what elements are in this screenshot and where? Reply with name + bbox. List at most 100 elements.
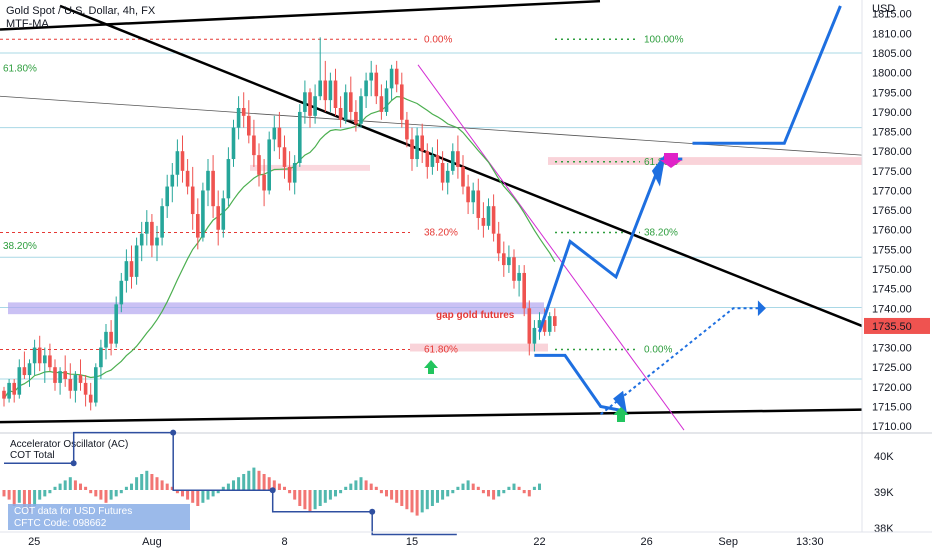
ac-bar xyxy=(119,490,123,494)
ac-bar xyxy=(267,477,271,490)
candle xyxy=(287,166,292,183)
fib-label-green-100: 100.00% xyxy=(644,34,684,45)
candle xyxy=(379,96,384,112)
candle xyxy=(394,68,399,85)
candle xyxy=(58,371,62,383)
ac-bar xyxy=(492,490,496,500)
candle xyxy=(99,347,103,368)
ac-bar xyxy=(390,490,394,500)
ac-bar xyxy=(216,490,220,494)
ac-bar xyxy=(7,490,11,500)
candle xyxy=(338,108,343,120)
candle xyxy=(389,68,394,89)
cot-point xyxy=(369,508,376,515)
ac-bar xyxy=(359,477,363,490)
candle xyxy=(206,170,210,191)
candle xyxy=(165,186,169,207)
ac-bar xyxy=(410,490,414,513)
fib-label-red-0: 0.00% xyxy=(424,34,452,45)
fib-label-green-0: 0.00% xyxy=(644,345,672,356)
candle xyxy=(333,80,338,108)
ac-bar xyxy=(461,483,465,490)
candle xyxy=(292,162,297,183)
candle xyxy=(196,214,200,238)
candle xyxy=(298,111,302,163)
y-tick-label: 1760.00 xyxy=(872,225,912,237)
candle xyxy=(73,375,78,391)
candle xyxy=(308,92,312,116)
candle xyxy=(185,170,190,187)
ac-bar xyxy=(63,480,67,490)
candle xyxy=(527,308,532,344)
ac-bar xyxy=(293,490,297,500)
ac-bar xyxy=(196,490,200,506)
green-up-arrow-left xyxy=(424,360,438,374)
candle xyxy=(134,245,139,277)
candle xyxy=(517,272,521,281)
candle xyxy=(104,331,108,348)
ac-bar xyxy=(104,490,108,503)
fib-label-left-382: 38.20% xyxy=(3,241,37,252)
candle xyxy=(415,135,419,160)
chart-title: Gold Spot / U.S. Dollar, 4h, FX xyxy=(6,5,156,17)
ac-bar xyxy=(262,474,266,490)
cot-note-line1: COT data for USD Futures xyxy=(14,506,132,517)
ac-bar xyxy=(33,490,37,506)
candle xyxy=(512,257,516,281)
descending-trend-line xyxy=(59,4,863,328)
x-tick-label: 8 xyxy=(281,536,287,548)
osc-tick-label: 39K xyxy=(874,487,894,499)
ac-bar xyxy=(532,486,536,490)
candle xyxy=(12,382,16,395)
arrow-head-down xyxy=(613,390,628,415)
candle xyxy=(247,115,251,136)
ac-bar xyxy=(43,490,47,497)
ac-bar xyxy=(364,480,368,490)
candle xyxy=(231,127,236,160)
ac-bar xyxy=(425,490,429,510)
candle xyxy=(451,151,455,171)
projection-path-down xyxy=(534,353,622,412)
ac-bar xyxy=(181,490,184,497)
candle xyxy=(445,170,450,183)
indicator-label: MTF-MA xyxy=(6,18,49,30)
x-tick-label: 25 xyxy=(28,536,40,548)
candle xyxy=(211,170,215,207)
last-price-label: 1735.50 xyxy=(872,321,912,333)
ac-bar xyxy=(481,490,485,494)
y-tick-label: 1710.00 xyxy=(872,421,912,433)
candle xyxy=(145,221,149,234)
candle xyxy=(139,233,144,246)
candle xyxy=(461,166,465,187)
ac-bar xyxy=(89,490,93,494)
ac-bar xyxy=(430,490,434,506)
ac-bar xyxy=(395,490,399,503)
candle xyxy=(68,378,73,391)
candle xyxy=(48,355,52,368)
gap-label: gap gold futures xyxy=(436,310,515,321)
ac-bar xyxy=(22,490,26,510)
ac-bar xyxy=(288,490,292,494)
y-tick-label: 1780.00 xyxy=(872,146,912,158)
ac-bar xyxy=(502,490,506,494)
ac-bar xyxy=(247,470,251,490)
candle xyxy=(364,80,368,97)
candle xyxy=(63,371,67,379)
cot-line xyxy=(4,431,457,536)
candle xyxy=(114,304,118,344)
ac-bar xyxy=(155,477,159,490)
candle xyxy=(476,190,481,218)
ac-bar xyxy=(318,490,322,506)
ac-bar xyxy=(186,490,190,500)
ac-bar xyxy=(84,486,88,490)
ac-bar xyxy=(211,490,215,497)
ac-bar xyxy=(130,483,133,490)
y-tick-label: 1800.00 xyxy=(872,68,912,80)
candle xyxy=(94,367,98,403)
ac-bar xyxy=(446,490,450,497)
y-tick-label: 1725.00 xyxy=(872,362,912,374)
ac-bar xyxy=(257,470,261,490)
magenta-marker-body xyxy=(664,153,678,160)
candle xyxy=(491,206,496,234)
candle xyxy=(88,394,93,403)
